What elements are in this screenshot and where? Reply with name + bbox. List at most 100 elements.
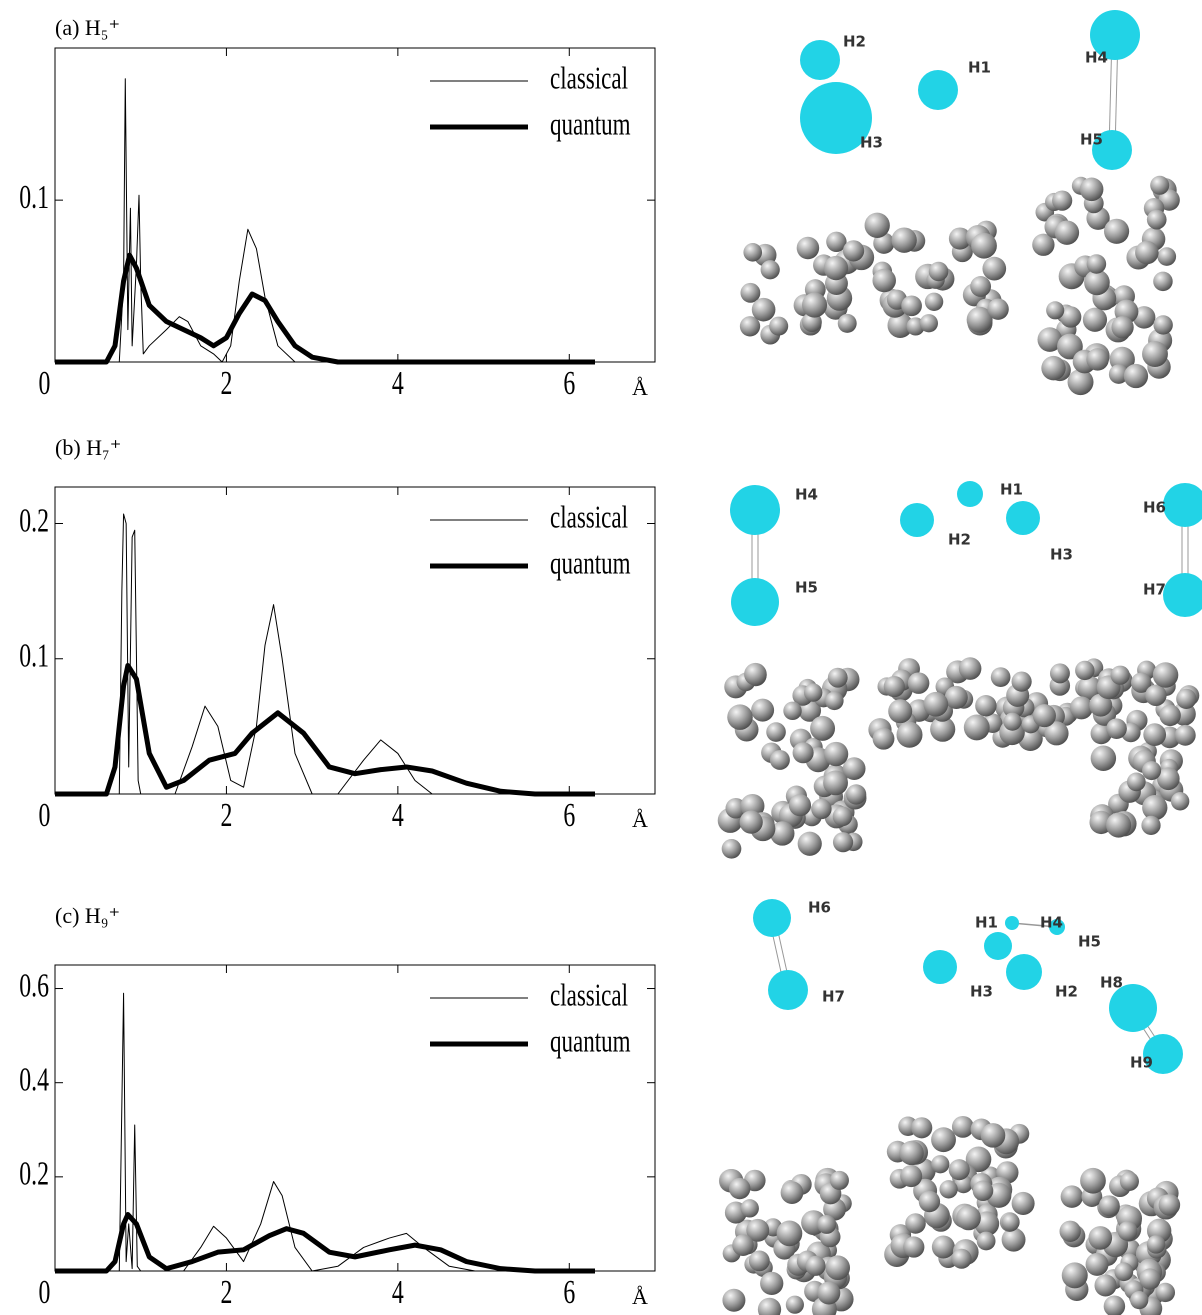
gray-atom — [883, 675, 905, 698]
x-axis-label: Å — [632, 807, 648, 832]
gray-atom — [766, 722, 786, 742]
gray-atom — [931, 1235, 955, 1259]
legend-label: classical — [550, 61, 628, 97]
hydrogen-atom — [800, 82, 872, 154]
gray-atom — [1049, 663, 1070, 684]
gray-atom — [1041, 355, 1066, 381]
gray-atom — [743, 243, 763, 262]
y-tick-label: 0.2 — [19, 502, 49, 539]
gray-atom — [748, 1250, 770, 1272]
hydrogen-atom — [1006, 501, 1040, 535]
gray-atom — [1157, 767, 1180, 791]
gray-atom — [1158, 1194, 1181, 1216]
gray-atom — [1103, 1295, 1126, 1315]
gray-atom — [1067, 369, 1094, 396]
gray-atom — [1132, 306, 1156, 329]
atom-label: H3 — [860, 134, 883, 152]
gray-atom — [823, 741, 849, 767]
legend-label: classical — [550, 978, 628, 1014]
hydrogen-atom — [984, 932, 1012, 960]
gray-atom — [1001, 1227, 1026, 1252]
gray-atom — [1103, 218, 1130, 244]
gray-atom — [901, 295, 922, 317]
gray-atom — [1084, 269, 1110, 296]
plot-frame — [54, 964, 656, 1272]
hydrogen-atom — [1005, 916, 1019, 930]
gray-atom — [903, 1236, 925, 1258]
atom-label: H8 — [1100, 974, 1123, 992]
gray-atom — [958, 657, 982, 680]
gray-atom — [817, 1281, 841, 1305]
gray-atom — [1054, 220, 1080, 245]
gray-atom — [1135, 240, 1159, 265]
gray-atom — [788, 794, 812, 817]
gray-atom — [1082, 307, 1108, 332]
gray-atom — [1114, 1262, 1134, 1282]
atom-label: H5 — [1078, 933, 1101, 951]
gray-atom — [1159, 704, 1181, 727]
gray-atom — [1174, 724, 1196, 746]
hydrogen-atom — [768, 970, 808, 1010]
gray-atom — [832, 806, 853, 827]
gray-atom — [987, 298, 1009, 320]
gray-atom — [1061, 1262, 1088, 1289]
gray-atom — [1106, 718, 1127, 739]
gray-atom — [887, 312, 913, 338]
hydrogen-atom — [1143, 1034, 1183, 1074]
atom-label: H4 — [1085, 49, 1108, 67]
gray-atom — [1150, 175, 1170, 195]
gray-atom — [1142, 341, 1168, 367]
gray-atom — [776, 1220, 803, 1247]
atom-label: H2 — [948, 531, 971, 549]
gray-atom — [891, 227, 917, 253]
gray-atom — [832, 832, 854, 853]
gray-atom — [739, 810, 763, 834]
gray-atom — [783, 701, 802, 721]
plot-frame — [54, 486, 656, 795]
x-tick-label: 6 — [563, 365, 575, 402]
hydrogen-atom — [1163, 573, 1202, 617]
atom-label: H1 — [968, 59, 991, 77]
x-tick-label: 2 — [220, 1274, 232, 1311]
gray-atom — [948, 1159, 970, 1181]
gray-atom — [739, 316, 761, 337]
gray-atom — [1123, 363, 1149, 389]
gray-atom — [1157, 247, 1177, 266]
gray-atom — [1069, 696, 1093, 720]
gray-atom — [760, 260, 780, 280]
data-line — [55, 1212, 595, 1274]
gray-atom — [1057, 333, 1083, 360]
gray-atom — [1176, 688, 1197, 709]
x-tick-label: 4 — [392, 365, 404, 402]
gray-atom — [1046, 301, 1065, 320]
hydrogen-atom — [731, 578, 779, 626]
data-line — [55, 663, 595, 797]
gray-atom — [931, 1155, 950, 1174]
gray-atom — [924, 292, 944, 312]
y-tick-label: 0.2 — [19, 1156, 49, 1193]
gray-atom — [728, 1177, 751, 1200]
gray-atom — [971, 232, 997, 259]
gray-atom — [951, 1248, 972, 1269]
gray-atom — [1153, 315, 1173, 335]
gray-atom — [1037, 327, 1063, 352]
gray-atom — [1059, 306, 1082, 328]
gray-atom — [803, 683, 823, 702]
x-tick-label: 0 — [39, 797, 51, 834]
gray-atom — [837, 313, 857, 333]
atom-label: H9 — [1130, 1054, 1153, 1072]
gray-atom — [1117, 1221, 1138, 1241]
atom-label: H4 — [795, 486, 818, 504]
y-tick-label: 0.4 — [19, 1062, 49, 1099]
gray-atom — [1153, 271, 1173, 292]
hydrogen-atom — [1109, 984, 1157, 1032]
gray-atom — [1108, 364, 1129, 384]
x-tick-label: 0 — [39, 365, 51, 402]
gray-atom — [1075, 660, 1095, 681]
gray-atom — [1080, 1167, 1106, 1194]
atom-label: H2 — [843, 33, 866, 51]
gray-atom — [797, 831, 822, 856]
gray-atom — [1032, 233, 1055, 256]
gray-atom — [972, 1180, 994, 1202]
gray-atom — [751, 297, 776, 322]
